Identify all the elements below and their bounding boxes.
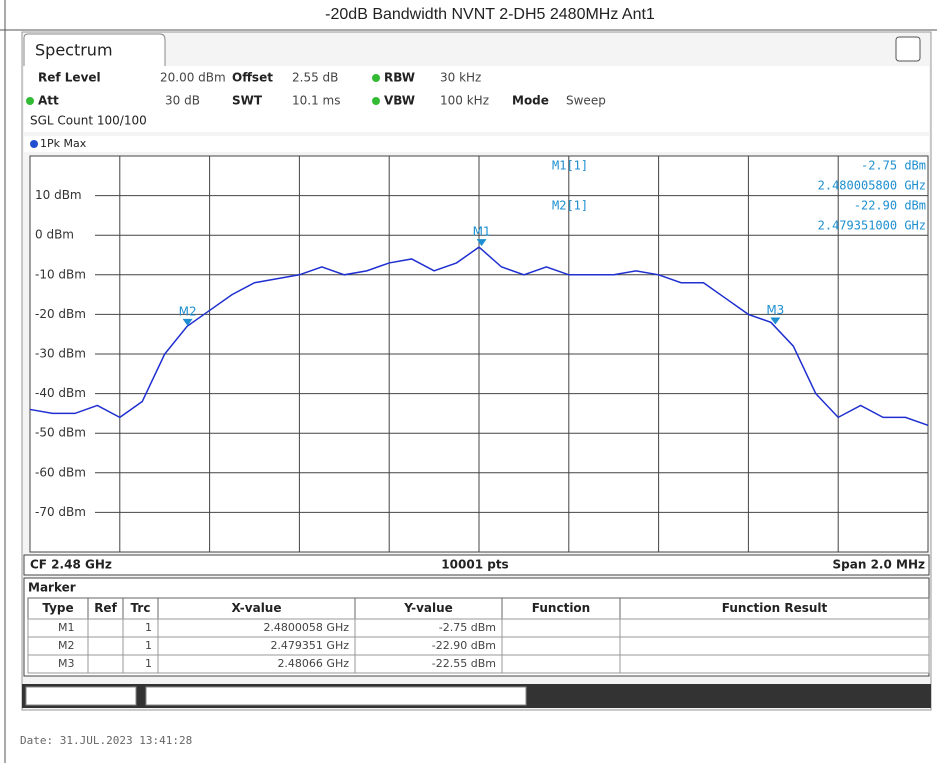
table-cell: [619, 636, 930, 656]
setting-label: VBW: [384, 94, 415, 108]
readout-name: M2[1]: [552, 199, 588, 213]
cell-text: 1: [145, 639, 152, 652]
setting-label: RBW: [384, 71, 415, 85]
setting-value: 30 kHz: [440, 71, 481, 85]
table-cell: [122, 618, 159, 638]
trace-bar: [24, 136, 929, 152]
header-text: Function Result: [722, 601, 828, 615]
setting-label: Mode: [512, 94, 549, 108]
y-tick-label: -20 dBm: [35, 307, 86, 321]
readout-level: -22.90 dBm: [854, 199, 926, 213]
cell-text: 1: [145, 621, 152, 634]
table-cell: [501, 654, 621, 674]
y-tick-label: -40 dBm: [35, 386, 86, 400]
header-text: Type: [42, 601, 73, 615]
table-cell: [619, 654, 930, 674]
table-cell: [619, 618, 930, 638]
readout-freq: 2.479351000 GHz: [818, 219, 926, 233]
table-cell: [122, 636, 159, 656]
header-text: Y-value: [403, 601, 453, 615]
cell-text: M2: [58, 639, 75, 652]
setting-value: Sweep: [566, 94, 606, 108]
setting-label: SWT: [232, 94, 263, 108]
coupling-dot: [372, 74, 380, 82]
menu-icon[interactable]: [895, 36, 921, 62]
footer-bar: [23, 554, 930, 576]
header-text: Trc: [131, 601, 151, 615]
cell-text: -22.55 dBm: [432, 657, 496, 670]
footer-left: CF 2.48 GHz: [30, 558, 112, 572]
y-tick-label: -50 dBm: [35, 426, 86, 440]
title: -20dB Bandwidth NVNT 2-DH5 2480MHz Ant1: [325, 6, 655, 23]
marker: [770, 317, 781, 325]
footer-center: 10001 pts: [441, 558, 508, 572]
status-field: [25, 686, 137, 706]
cell-text: M3: [58, 657, 75, 670]
coupling-dot: [372, 97, 380, 105]
tab-label: Spectrum: [35, 41, 113, 60]
y-tick-label: -70 dBm: [35, 505, 86, 519]
trace: [29, 246, 929, 426]
cell-text: 2.479351 GHz: [270, 639, 349, 652]
setting-label: Ref Level: [38, 71, 101, 85]
marker-label: M3: [766, 303, 784, 317]
marker: [182, 318, 193, 326]
setting-label: Offset: [232, 71, 273, 85]
setting-label: Att: [38, 94, 59, 108]
y-tick-label: -30 dBm: [35, 347, 86, 361]
y-tick-label: -10 dBm: [35, 267, 86, 281]
table-cell: [501, 618, 621, 638]
tab[interactable]: [23, 33, 166, 66]
header-text: Ref: [94, 601, 117, 615]
table-cell: [87, 618, 124, 638]
cell-text: 2.4800058 GHz: [263, 621, 349, 634]
settings-panel: [24, 66, 929, 132]
trace-dot: [30, 140, 38, 148]
footer-right: Span 2.0 MHz: [833, 558, 925, 572]
sgl-count: SGL Count 100/100: [30, 114, 147, 128]
marker: [476, 239, 487, 247]
header-text: Function: [532, 601, 590, 615]
trace-label: 1Pk Max: [40, 137, 87, 150]
setting-value: 2.55 dB: [292, 71, 338, 85]
table-cell: [87, 654, 124, 674]
cell-text: 1: [145, 657, 152, 670]
cell-text: M1: [58, 621, 75, 634]
readout-level: -2.75 dBm: [861, 159, 926, 173]
y-tick-label: -60 dBm: [35, 465, 86, 479]
setting-value: 20.00 dBm: [160, 71, 226, 85]
date: Date: 31.JUL.2023 13:41:28: [20, 734, 192, 747]
table-cell: [87, 636, 124, 656]
readout-freq: 2.480005800 GHz: [818, 179, 926, 193]
table-cell: [122, 654, 159, 674]
cell-text: -2.75 dBm: [439, 621, 496, 634]
setting-value: 100 kHz: [440, 94, 489, 108]
header-text: X-value: [232, 601, 282, 615]
status-field: [145, 686, 527, 706]
cell-text: -22.90 dBm: [432, 639, 496, 652]
cell-text: 2.48066 GHz: [277, 657, 349, 670]
setting-value: 30 dB: [165, 94, 200, 108]
y-tick-label: 10 dBm: [35, 188, 82, 202]
marker-label: M1: [473, 225, 491, 239]
y-tick-label: 0 dBm: [35, 228, 74, 242]
table-cell: [501, 636, 621, 656]
marker-label: M2: [179, 304, 197, 318]
readout-name: M1[1]: [552, 159, 588, 173]
table-title: Marker: [28, 581, 76, 595]
coupling-dot: [26, 97, 34, 105]
setting-value: 10.1 ms: [292, 94, 340, 108]
